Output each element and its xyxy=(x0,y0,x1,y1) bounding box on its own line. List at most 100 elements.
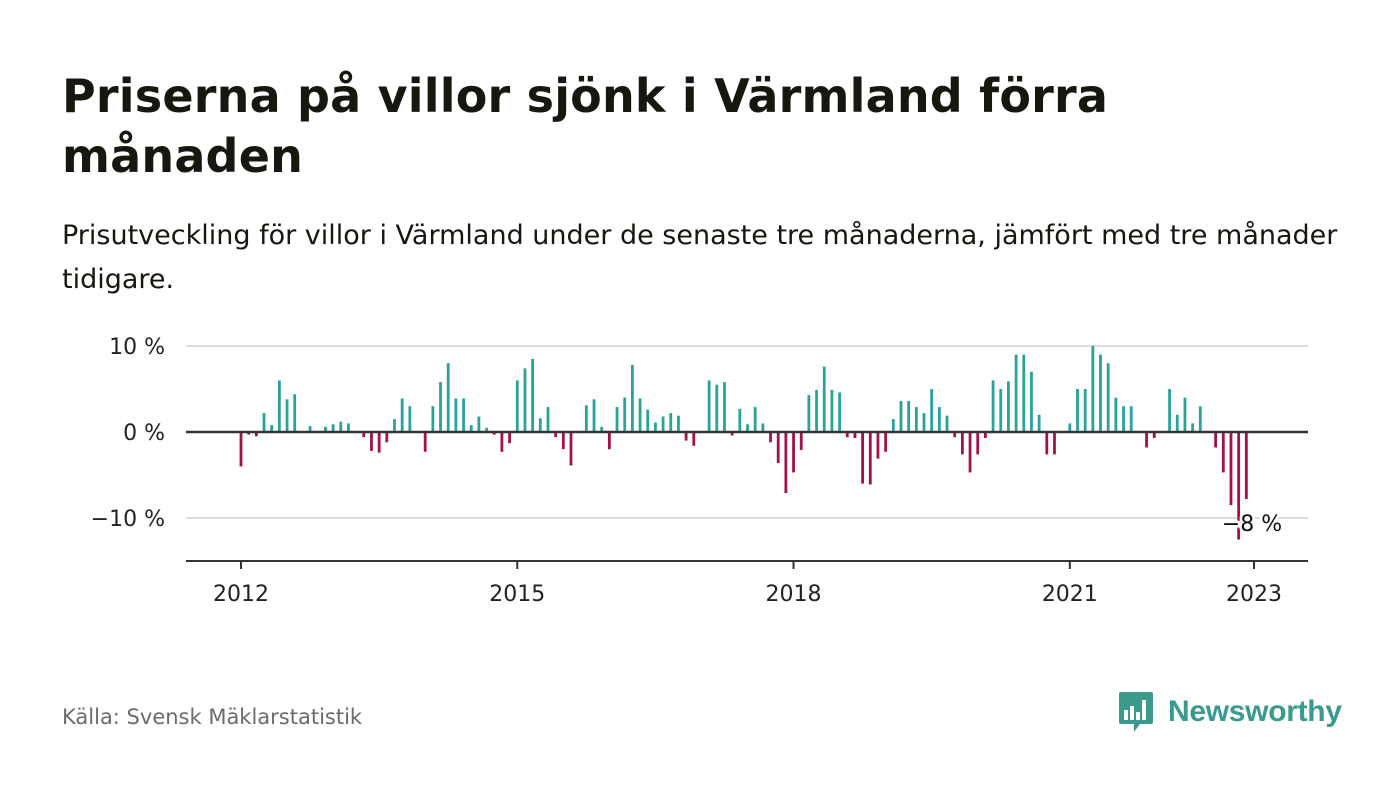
y-tick-label: 0 % xyxy=(123,421,165,446)
bar xyxy=(523,368,527,432)
brand-name: Newsworthy xyxy=(1168,695,1342,728)
bar xyxy=(914,407,918,432)
x-tick-label: 2023 xyxy=(1226,582,1282,607)
bar xyxy=(853,432,857,439)
bar xyxy=(1214,432,1218,448)
bar xyxy=(884,432,888,452)
bar xyxy=(469,425,473,432)
bar xyxy=(339,421,343,432)
bar xyxy=(738,408,742,432)
bar xyxy=(799,432,803,451)
bar xyxy=(1145,432,1148,448)
bar xyxy=(239,432,243,467)
x-tick-label: 2021 xyxy=(1042,582,1098,607)
bar xyxy=(945,415,949,432)
bar xyxy=(630,364,634,432)
data-label: −8 % xyxy=(1222,512,1282,537)
bar xyxy=(377,432,381,453)
bar xyxy=(439,382,442,432)
bar xyxy=(1237,432,1241,540)
bar xyxy=(623,397,627,432)
bar xyxy=(769,432,772,443)
y-tick-label: 10 % xyxy=(109,335,165,360)
bar xyxy=(861,432,865,484)
bar xyxy=(891,419,895,432)
bar xyxy=(592,399,596,432)
bar xyxy=(669,413,673,432)
bar xyxy=(385,432,389,443)
bar xyxy=(907,401,911,432)
bar xyxy=(638,398,642,432)
bar xyxy=(999,389,1003,432)
bar xyxy=(1083,389,1087,432)
bar xyxy=(684,432,688,441)
bar xyxy=(607,432,611,450)
bar xyxy=(538,418,542,432)
bar xyxy=(654,422,657,432)
bar xyxy=(1099,354,1102,432)
bar xyxy=(254,432,258,437)
bar xyxy=(807,395,811,432)
bar xyxy=(500,432,504,452)
bar xyxy=(746,424,749,432)
bar xyxy=(600,426,604,432)
bar xyxy=(293,394,297,432)
bar xyxy=(723,382,726,432)
bar xyxy=(937,407,941,432)
x-tick-label: 2012 xyxy=(213,582,269,607)
bar xyxy=(1045,432,1049,455)
bar xyxy=(362,432,366,438)
bar xyxy=(546,407,550,432)
bar xyxy=(1183,397,1187,432)
bar xyxy=(830,389,834,432)
bar xyxy=(1014,354,1018,432)
bar xyxy=(976,432,980,455)
bar xyxy=(1168,389,1171,432)
bar xyxy=(730,432,734,436)
bar xyxy=(876,432,880,459)
chart-subtitle: Prisutveckling för villor i Värmland und… xyxy=(62,220,1338,295)
bar xyxy=(845,432,849,438)
bar xyxy=(262,413,266,432)
bar xyxy=(984,432,987,439)
bar xyxy=(331,424,335,432)
bar xyxy=(1106,363,1110,432)
bar xyxy=(370,432,373,451)
bar xyxy=(1175,414,1179,432)
bar xyxy=(1053,432,1056,455)
bar xyxy=(677,415,680,432)
bar xyxy=(991,380,995,432)
bar xyxy=(285,399,289,432)
bar xyxy=(569,432,573,466)
bar xyxy=(1030,371,1033,432)
bar xyxy=(324,426,327,432)
newsworthy-logo-icon xyxy=(1119,692,1153,732)
bar xyxy=(822,366,826,432)
bar xyxy=(270,425,274,432)
bar xyxy=(408,406,412,432)
bar xyxy=(1198,406,1202,432)
newsworthy-logo[interactable]: Newsworthy xyxy=(1118,690,1342,734)
bar xyxy=(968,432,972,473)
bar xyxy=(715,384,719,432)
bar xyxy=(1229,432,1233,506)
x-tick-label: 2018 xyxy=(766,582,822,607)
x-tick-label: 2015 xyxy=(489,582,545,607)
bar xyxy=(1221,432,1225,473)
bar xyxy=(792,432,795,473)
bar xyxy=(485,427,488,432)
bar xyxy=(308,425,312,432)
bar xyxy=(515,380,519,432)
bar xyxy=(692,432,696,446)
bar xyxy=(1037,414,1041,432)
bar xyxy=(561,432,565,450)
bar xyxy=(1091,346,1095,432)
bar xyxy=(446,363,450,432)
bar xyxy=(960,432,964,455)
bar xyxy=(431,406,435,432)
bar xyxy=(1068,423,1072,432)
bar xyxy=(776,432,780,463)
bar xyxy=(868,432,872,485)
bar xyxy=(784,432,788,494)
bar xyxy=(1022,354,1026,432)
